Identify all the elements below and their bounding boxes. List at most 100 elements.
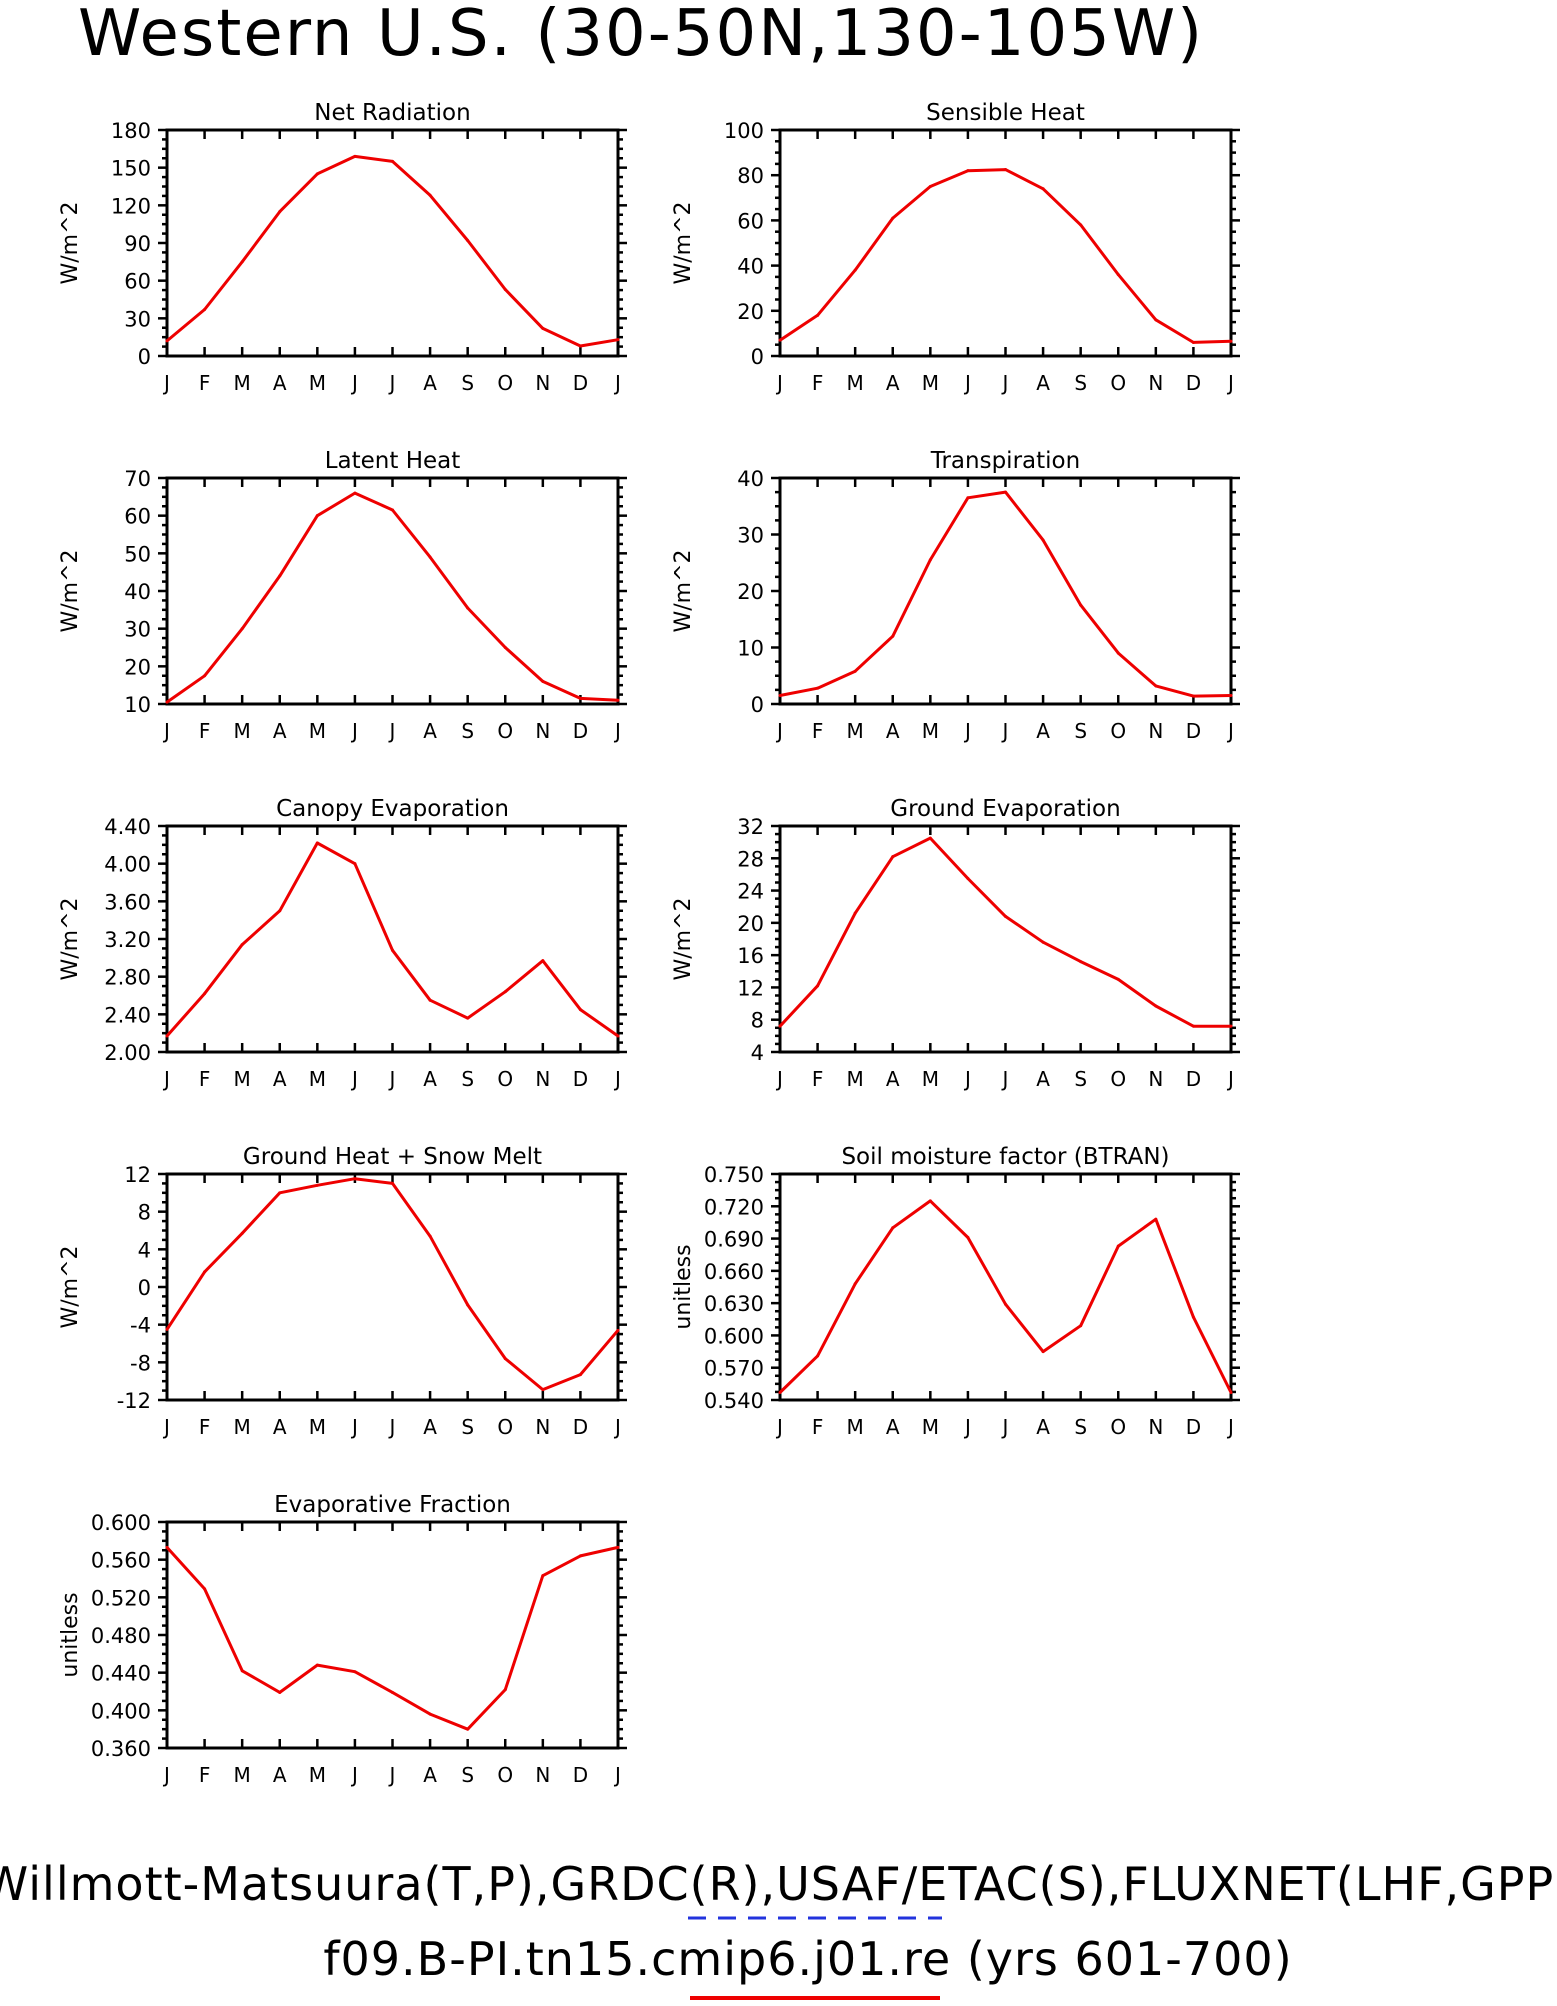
data-point xyxy=(616,1545,620,1549)
data-point xyxy=(165,1545,169,1549)
x-tick-label: J xyxy=(963,1415,971,1439)
x-tick-label: M xyxy=(922,371,939,395)
x-tick-label: J xyxy=(1001,1067,1009,1091)
data-point xyxy=(391,1181,394,1185)
data-point xyxy=(1079,1324,1083,1328)
footer-case: f09.B-PI.tn15.cmip6.j01.re (yrs 601-700) xyxy=(323,1932,1292,1986)
x-tick-label: J xyxy=(1226,1415,1234,1439)
data-point xyxy=(203,674,207,678)
x-tick-label: J xyxy=(1226,1067,1234,1091)
x-tick-label: D xyxy=(573,1415,588,1439)
x-tick-label: A xyxy=(423,1067,437,1091)
y-tick-label: 3.20 xyxy=(104,928,151,952)
x-tick-label: D xyxy=(573,1067,588,1091)
data-point xyxy=(1191,1024,1195,1028)
y-tick-label: 20 xyxy=(124,655,151,679)
data-point xyxy=(1116,273,1120,277)
y-tick-label: 4.40 xyxy=(104,815,151,839)
series-line xyxy=(165,1177,620,1392)
data-point xyxy=(778,694,782,698)
x-tick-label: S xyxy=(461,371,474,395)
x-tick-label: M xyxy=(922,1067,939,1091)
data-point xyxy=(578,344,582,348)
x-tick-label: M xyxy=(234,1067,251,1091)
data-point xyxy=(966,1235,970,1239)
data-point xyxy=(353,1670,357,1674)
y-axis-label: W/m^2 xyxy=(58,897,83,980)
data-point xyxy=(578,696,582,700)
x-tick-label: O xyxy=(1110,1067,1126,1091)
x-tick-label: M xyxy=(847,719,864,743)
series-line xyxy=(166,154,619,348)
data-point xyxy=(428,1712,432,1716)
y-tick-label: 0.720 xyxy=(704,1195,764,1219)
y-tick-label: 0.400 xyxy=(91,1699,151,1723)
x-tick-label: S xyxy=(461,1415,474,1439)
data-point xyxy=(240,1231,244,1235)
data-point xyxy=(1004,1302,1007,1306)
data-point xyxy=(1079,960,1083,964)
x-tick-label: J xyxy=(162,1067,170,1091)
x-tick-label: D xyxy=(1186,719,1201,743)
data-point xyxy=(778,338,782,342)
data-point xyxy=(1229,1024,1233,1028)
x-tick-label: A xyxy=(886,719,900,743)
data-point xyxy=(503,990,507,994)
x-tick-label: M xyxy=(234,1763,251,1787)
y-tick-label: 0.360 xyxy=(91,1737,151,1761)
data-point xyxy=(428,998,432,1002)
y-tick-label: 60 xyxy=(124,270,151,294)
data-point xyxy=(853,268,857,272)
data-point xyxy=(466,1303,470,1307)
y-tick-label: 0.630 xyxy=(704,1292,764,1316)
x-tick-label: J xyxy=(388,1415,396,1439)
plot-frame xyxy=(778,128,1233,358)
y-tick-label: 2.00 xyxy=(104,1041,151,1065)
data-point xyxy=(391,1690,394,1694)
y-tick-label: 0.600 xyxy=(704,1324,764,1348)
x-tick-label: M xyxy=(847,1067,864,1091)
x-tick-label: D xyxy=(573,1763,588,1787)
data-point xyxy=(1004,914,1007,918)
x-tick-label: J xyxy=(1226,719,1234,743)
x-tick-label: J xyxy=(388,1763,396,1787)
x-tick-label: M xyxy=(309,719,326,743)
y-tick-label: 24 xyxy=(737,880,764,904)
data-point xyxy=(240,260,244,264)
data-point xyxy=(1154,1217,1158,1221)
panel-title: Ground Evaporation xyxy=(890,796,1120,822)
x-tick-label: S xyxy=(461,1763,474,1787)
x-tick-label: A xyxy=(273,1415,287,1439)
y-axis-label: W/m^2 xyxy=(671,897,696,980)
series-line xyxy=(165,841,619,1038)
series-line xyxy=(166,491,619,704)
x-tick-label: N xyxy=(1148,1415,1163,1439)
x-tick-label: J xyxy=(963,719,971,743)
x-tick-label: O xyxy=(1110,719,1126,743)
plot-frame xyxy=(778,824,1233,1054)
data-point xyxy=(928,1199,932,1203)
y-tick-label: 0.440 xyxy=(91,1662,151,1686)
data-point xyxy=(966,169,970,173)
y-tick-label: 12 xyxy=(737,976,764,1000)
x-tick-label: M xyxy=(309,371,326,395)
x-tick-label: J xyxy=(775,1415,783,1439)
y-tick-label: 0.540 xyxy=(704,1389,764,1413)
x-tick-label: J xyxy=(1001,371,1009,395)
data-point xyxy=(466,1016,470,1020)
x-tick-label: J xyxy=(613,1067,621,1091)
x-tick-label: J xyxy=(613,371,621,395)
data-point xyxy=(203,1270,207,1274)
x-tick-label: S xyxy=(1074,371,1087,395)
y-tick-label: 2.40 xyxy=(104,1003,151,1027)
data-point xyxy=(1116,1244,1120,1248)
x-tick-label: N xyxy=(535,1415,550,1439)
x-tick-label: J xyxy=(350,371,358,395)
data-point xyxy=(928,836,932,840)
data-point xyxy=(278,1690,282,1694)
data-point xyxy=(165,1034,169,1038)
data-point xyxy=(315,841,319,845)
y-axis-label: W/m^2 xyxy=(58,549,83,632)
